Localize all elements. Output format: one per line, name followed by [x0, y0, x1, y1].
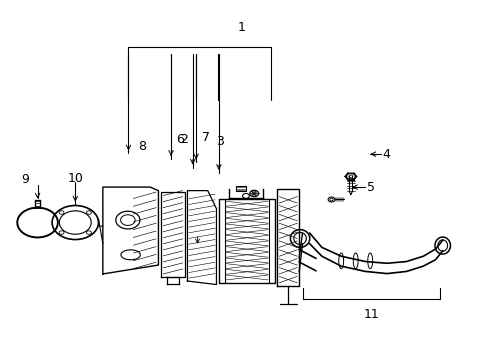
Text: 2: 2: [180, 133, 187, 146]
Text: 9: 9: [21, 173, 29, 186]
Bar: [236, 186, 245, 192]
Text: 4: 4: [382, 148, 389, 161]
Text: 11: 11: [363, 308, 379, 321]
Text: 3: 3: [216, 135, 224, 148]
Text: 8: 8: [138, 140, 146, 153]
Text: 6: 6: [175, 133, 183, 146]
Text: 5: 5: [366, 181, 374, 194]
Text: 7: 7: [202, 131, 209, 144]
Text: 1: 1: [238, 21, 245, 34]
Text: 10: 10: [67, 172, 83, 185]
